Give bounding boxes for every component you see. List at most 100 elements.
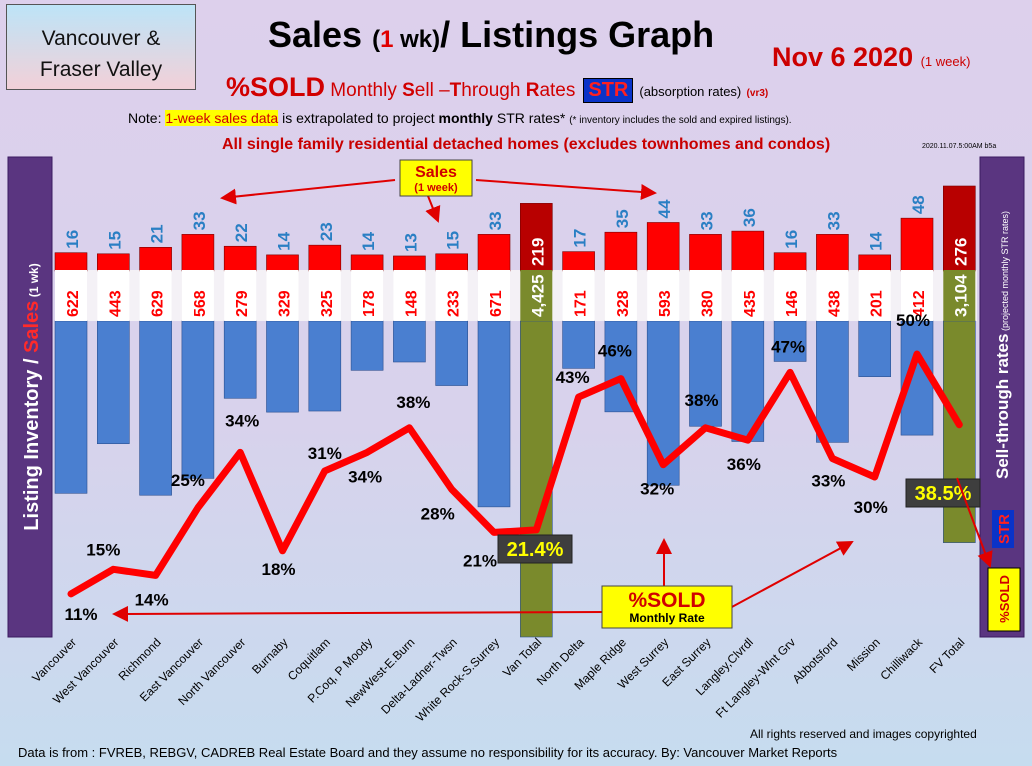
right-str-badge — [992, 510, 1014, 548]
right-str-badge-text: STR — [996, 514, 1013, 544]
listing-label: 148 — [403, 290, 420, 317]
sales-label: 35 — [613, 209, 632, 228]
subtitle-s: S — [402, 80, 415, 101]
total-listing-bar — [519, 320, 553, 638]
listing-bar — [139, 320, 172, 496]
listing-label-cell — [97, 270, 130, 321]
category-label: Burnaby — [249, 635, 291, 677]
sales-label: 16 — [63, 230, 82, 249]
sales-label: 219 — [528, 238, 547, 266]
copyright-note: All rights reserved and images copyright… — [750, 727, 977, 741]
subtitle-pct: %SOLD — [226, 72, 326, 102]
sales-label: 14 — [275, 231, 294, 250]
sales-bar — [350, 254, 384, 272]
note-highlight: 1-week sales data — [165, 110, 279, 126]
str-label: 38% — [396, 393, 430, 412]
listing-label-cell — [731, 270, 764, 321]
str-total-label: 38.5% — [915, 483, 972, 505]
sales-bar — [773, 252, 807, 272]
sales-bar — [689, 234, 722, 272]
property-type-line: All single family residential detached h… — [222, 136, 831, 153]
listing-label: 3,104 — [951, 274, 970, 317]
total-sales-bar — [519, 203, 553, 272]
note-after: STR rates* — [492, 110, 570, 126]
timestamp: 2020.11.07.5:00AM b5a — [922, 143, 997, 150]
listing-bar — [223, 320, 257, 399]
sales-bar — [181, 234, 215, 272]
title-part-a: Sales — [268, 14, 373, 55]
sales-label: 16 — [782, 230, 801, 249]
title-part-c: 1 — [380, 26, 394, 53]
str-label: 18% — [261, 560, 295, 579]
listing-label-cell — [858, 270, 891, 321]
sales-label: 44 — [655, 199, 674, 218]
listing-label: 329 — [277, 290, 294, 317]
str-label: 30% — [854, 498, 888, 517]
category-label: Abbotsford — [790, 635, 841, 686]
sales-label: 33 — [190, 211, 209, 230]
str-label: 15% — [86, 540, 120, 559]
listing-label-cell — [393, 270, 426, 321]
listing-bar — [816, 320, 849, 443]
date-main: Nov 6 2020 — [772, 42, 921, 72]
listing-label-cell — [435, 270, 468, 321]
sales-label: 48 — [909, 195, 928, 214]
subtitle-text-1: Monthly — [325, 80, 403, 101]
listing-bar — [858, 320, 892, 377]
str-label: 43% — [556, 368, 590, 387]
sales-label: 33 — [698, 211, 717, 230]
right-panel-label: Sell-through rates (projected monthly ST… — [993, 211, 1012, 479]
title-part-d: wk) — [393, 26, 441, 53]
category-label: White Rock-S.Surrey — [413, 635, 502, 724]
listing-label: 568 — [192, 290, 209, 317]
chart-title: Sales (1 wk)/ Listings Graph — [268, 14, 714, 56]
str-label: 38% — [684, 391, 718, 410]
listing-label-cell — [604, 270, 637, 321]
listing-label-cell — [520, 270, 553, 321]
category-label: Delta-Ladner-Twsn — [378, 635, 460, 717]
str-line-path — [67, 350, 963, 598]
version-label: (vr3) — [746, 88, 769, 99]
date-week: (1 week) — [920, 54, 971, 69]
str-label: 25% — [171, 471, 205, 490]
listing-label: 438 — [826, 290, 843, 317]
listing-label-cell — [308, 270, 341, 321]
listing-label-cell — [139, 270, 172, 321]
sales-bar — [308, 244, 342, 272]
absorption-label: (absorption rates) — [639, 84, 742, 99]
sales-label: 33 — [486, 211, 505, 230]
str-label: 47% — [771, 337, 805, 356]
sales-label: 33 — [824, 211, 843, 230]
listing-bar — [393, 320, 426, 363]
sales-bar — [816, 234, 849, 272]
listing-label-cell — [816, 270, 849, 321]
sales-bar — [604, 231, 638, 272]
listing-label: 380 — [700, 290, 717, 317]
listing-label-cell — [943, 270, 976, 321]
region-line-2: Fraser Valley — [39, 58, 163, 81]
str-label: 50% — [896, 311, 930, 330]
left-panel-label: Listing Inventory / Sales (1 wk) — [21, 263, 43, 530]
sales-callout-box — [399, 159, 473, 197]
listing-label-cell — [55, 270, 87, 321]
sales-callout-arrows — [220, 179, 657, 223]
str-label: 21% — [463, 551, 497, 570]
listing-label: 4,425 — [528, 274, 547, 317]
subtitle-t: T — [449, 80, 462, 101]
sales-label: 36 — [740, 208, 759, 227]
sales-label: 17 — [571, 229, 590, 248]
note-line: Note: 1-week sales data is extrapolated … — [128, 110, 792, 126]
listing-label: 233 — [446, 290, 463, 317]
sales-bar — [900, 217, 934, 272]
listing-bar — [350, 320, 384, 371]
listing-label-cell — [901, 270, 933, 321]
listing-label: 593 — [657, 290, 674, 317]
listing-bar — [773, 320, 807, 362]
listing-label: 671 — [488, 290, 505, 317]
listing-label-cell — [181, 270, 214, 321]
sales-bar — [858, 254, 892, 272]
listing-label: 629 — [150, 290, 167, 317]
subtitle-text-3: hrough — [461, 80, 526, 101]
sales-label: 14 — [867, 231, 886, 250]
